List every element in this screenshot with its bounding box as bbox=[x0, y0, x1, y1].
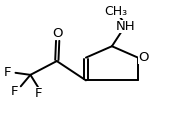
Text: NH: NH bbox=[116, 20, 135, 33]
Text: O: O bbox=[52, 27, 63, 40]
Text: CH₃: CH₃ bbox=[104, 5, 127, 18]
Text: F: F bbox=[4, 66, 11, 79]
Text: F: F bbox=[10, 85, 18, 98]
Text: O: O bbox=[138, 51, 149, 64]
Text: F: F bbox=[35, 87, 42, 100]
